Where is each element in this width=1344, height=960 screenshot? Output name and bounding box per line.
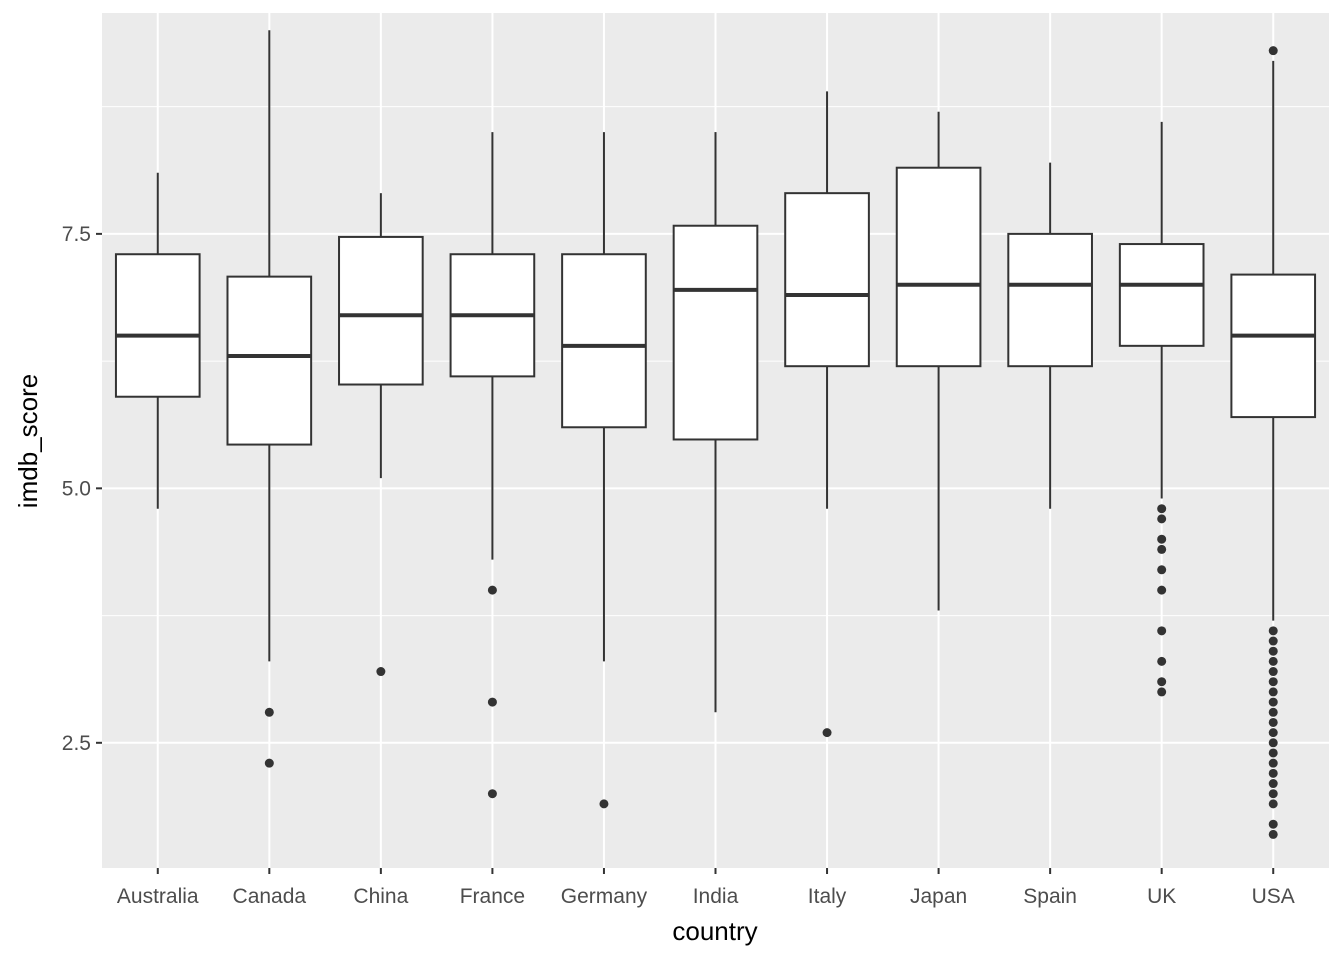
outlier-point	[1268, 656, 1278, 666]
outlier-point	[1157, 514, 1167, 524]
outlier-point	[1268, 768, 1278, 778]
outlier-point	[1157, 504, 1167, 514]
box-usa	[1230, 46, 1317, 839]
outlier-point	[1268, 687, 1278, 697]
outlier-point	[1157, 585, 1167, 595]
box-iqr	[114, 253, 201, 398]
box-iqr	[1118, 243, 1205, 347]
outlier-point	[822, 728, 832, 738]
y-tick-label: 2.5	[62, 732, 91, 755]
x-tick-label: Spain	[1023, 885, 1077, 908]
box-iqr	[672, 224, 759, 441]
outlier-point	[487, 697, 497, 707]
y-tick-label: 5.0	[62, 477, 91, 500]
box-canada	[226, 30, 313, 768]
box-series	[114, 30, 1317, 839]
outlier-point	[1268, 819, 1278, 829]
outlier-point	[1268, 667, 1278, 677]
outlier-point	[1268, 738, 1278, 748]
box-france	[449, 132, 536, 799]
outlier-point	[264, 758, 274, 768]
box-germany	[561, 132, 647, 809]
outlier-point	[1268, 626, 1278, 636]
outlier-point	[1268, 697, 1278, 707]
outlier-point	[1268, 758, 1278, 768]
x-tick-label: Italy	[808, 885, 847, 908]
outlier-point	[376, 667, 386, 677]
box-india	[672, 132, 759, 713]
x-tick-label: Germany	[561, 885, 648, 908]
outlier-point	[1268, 799, 1278, 809]
box-china	[338, 193, 424, 677]
box-australia	[114, 172, 201, 509]
x-axis-title: country	[672, 916, 757, 946]
outlier-point	[487, 585, 497, 595]
x-axis-ticks: Australia Canada China France Germany India It…	[117, 868, 1295, 908]
outlier-point	[1268, 646, 1278, 656]
outlier-point	[1157, 656, 1167, 666]
outlier-point	[1157, 565, 1167, 575]
y-axis-title: imdb_score	[13, 374, 43, 508]
outlier-point	[1157, 544, 1167, 554]
box-iqr	[784, 192, 870, 368]
box-iqr	[895, 166, 982, 368]
y-tick-label: 7.5	[62, 223, 91, 246]
outlier-point	[487, 789, 497, 799]
outlier-point	[1268, 46, 1278, 56]
outlier-point	[599, 799, 609, 809]
outlier-point	[1157, 677, 1167, 687]
x-tick-label: Japan	[910, 885, 967, 908]
box-iqr	[1007, 232, 1093, 368]
x-tick-label: UK	[1147, 885, 1176, 908]
outlier-point	[1268, 779, 1278, 789]
outlier-point	[1157, 534, 1167, 544]
outlier-point	[1268, 717, 1278, 727]
box-iqr	[561, 253, 647, 429]
outlier-point	[1268, 829, 1278, 839]
x-tick-label: Canada	[233, 885, 307, 908]
outlier-point	[1268, 677, 1278, 687]
outlier-point	[1157, 687, 1167, 697]
box-japan	[895, 111, 982, 611]
outlier-point	[1268, 789, 1278, 799]
box-iqr	[338, 235, 424, 386]
outlier-point	[1157, 626, 1167, 636]
x-tick-label: China	[353, 885, 408, 908]
outlier-point	[264, 707, 274, 717]
y-axis-ticks: 2.5 5.0 7.5	[62, 223, 102, 755]
x-tick-label: Australia	[117, 885, 199, 908]
box-iqr	[226, 275, 313, 446]
x-tick-label: France	[460, 885, 525, 908]
box-iqr	[1230, 273, 1317, 419]
outlier-point	[1268, 707, 1278, 717]
outlier-point	[1268, 748, 1278, 758]
x-tick-label: India	[693, 885, 739, 908]
box-uk	[1118, 121, 1205, 697]
outlier-point	[1268, 636, 1278, 646]
box-spain	[1007, 162, 1093, 509]
outlier-point	[1268, 728, 1278, 738]
x-tick-label: USA	[1252, 885, 1295, 908]
box-italy	[784, 91, 870, 738]
